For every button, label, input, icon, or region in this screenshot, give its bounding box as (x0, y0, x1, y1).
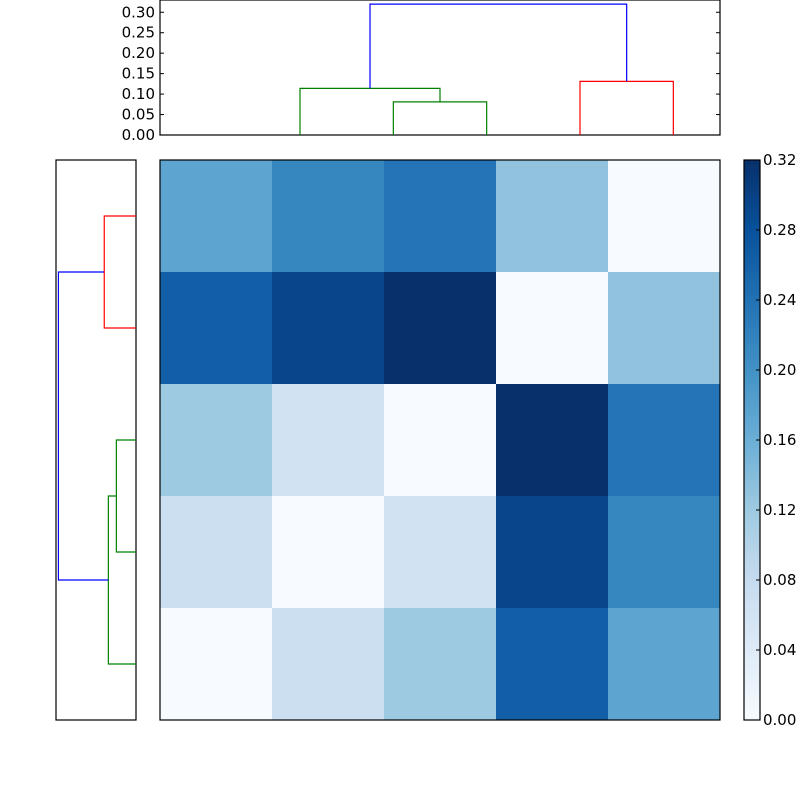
colorbar-tick-label: 0.24 (763, 291, 796, 309)
left-dendrogram-link (57, 271, 109, 581)
heatmap-frame (159, 159, 721, 721)
left-dendrogram-link (115, 439, 136, 553)
heatmap-cell (160, 272, 273, 385)
heatmap-cell (608, 496, 721, 609)
top-dendrogram-ytick-label: 0.20 (122, 44, 155, 62)
left-dendrogram-link (107, 495, 136, 665)
top-dendrogram-ytick-label: 0.25 (122, 24, 155, 42)
left-dendrogram (55, 159, 137, 721)
top-dendrogram-link (369, 3, 628, 89)
top-dendrogram-ytick-label: 0.30 (122, 3, 155, 21)
heatmap-cell (384, 496, 497, 609)
colorbar-tick-label: 0.04 (763, 641, 796, 659)
heatmap-cell (496, 608, 609, 721)
top-dendrogram-link (392, 101, 488, 135)
colorbar-tick-label: 0.28 (763, 221, 796, 239)
heatmap-cell (608, 272, 721, 385)
top-dendrogram-ytick-label: 0.15 (122, 65, 155, 83)
heatmap-cell (272, 608, 385, 721)
heatmap-cell (272, 496, 385, 609)
heatmap-cell (608, 160, 721, 273)
heatmap-cell (496, 160, 609, 273)
top-dendrogram-link (579, 80, 674, 135)
heatmap-cell (384, 384, 497, 497)
heatmap-cell (272, 272, 385, 385)
colorbar-tick-label: 0.00 (763, 711, 796, 729)
colorbar-tick-label: 0.32 (763, 151, 796, 169)
colorbar-tick-label: 0.20 (763, 361, 796, 379)
top-dendrogram-ytick-label: 0.00 (122, 126, 155, 144)
heatmap-cell (496, 384, 609, 497)
heatmap-cell (160, 496, 273, 609)
heatmap-cell (272, 384, 385, 497)
heatmap (159, 159, 721, 721)
heatmap-cell (384, 160, 497, 273)
top-dendrogram-ytick-label: 0.10 (122, 85, 155, 103)
left-dendrogram-link (103, 215, 136, 329)
top-dendrogram: 0.00 0.05 0.10 0.15 0.20 0.25 0.30 (122, 0, 721, 144)
heatmap-cell (384, 272, 497, 385)
top-dendrogram-frame (159, 0, 721, 136)
top-dendrogram-link (299, 87, 441, 135)
colorbar-tick-label: 0.08 (763, 571, 796, 589)
colorbar: 0.00 0.04 0.08 0.12 0.16 0.20 0.24 0.28 0.32 (743, 151, 796, 729)
heatmap-cell (608, 608, 721, 721)
heatmap-cell (608, 384, 721, 497)
heatmap-cell (160, 160, 273, 273)
heatmap-cell (272, 160, 385, 273)
heatmap-cell (496, 272, 609, 385)
top-dendrogram-ytick-label: 0.05 (122, 106, 155, 124)
colorbar-tick-label: 0.12 (763, 501, 796, 519)
heatmap-cell (160, 384, 273, 497)
heatmap-cell (160, 608, 273, 721)
heatmap-cell (384, 608, 497, 721)
heatmap-cell (496, 496, 609, 609)
colorbar-tick-label: 0.16 (763, 431, 796, 449)
